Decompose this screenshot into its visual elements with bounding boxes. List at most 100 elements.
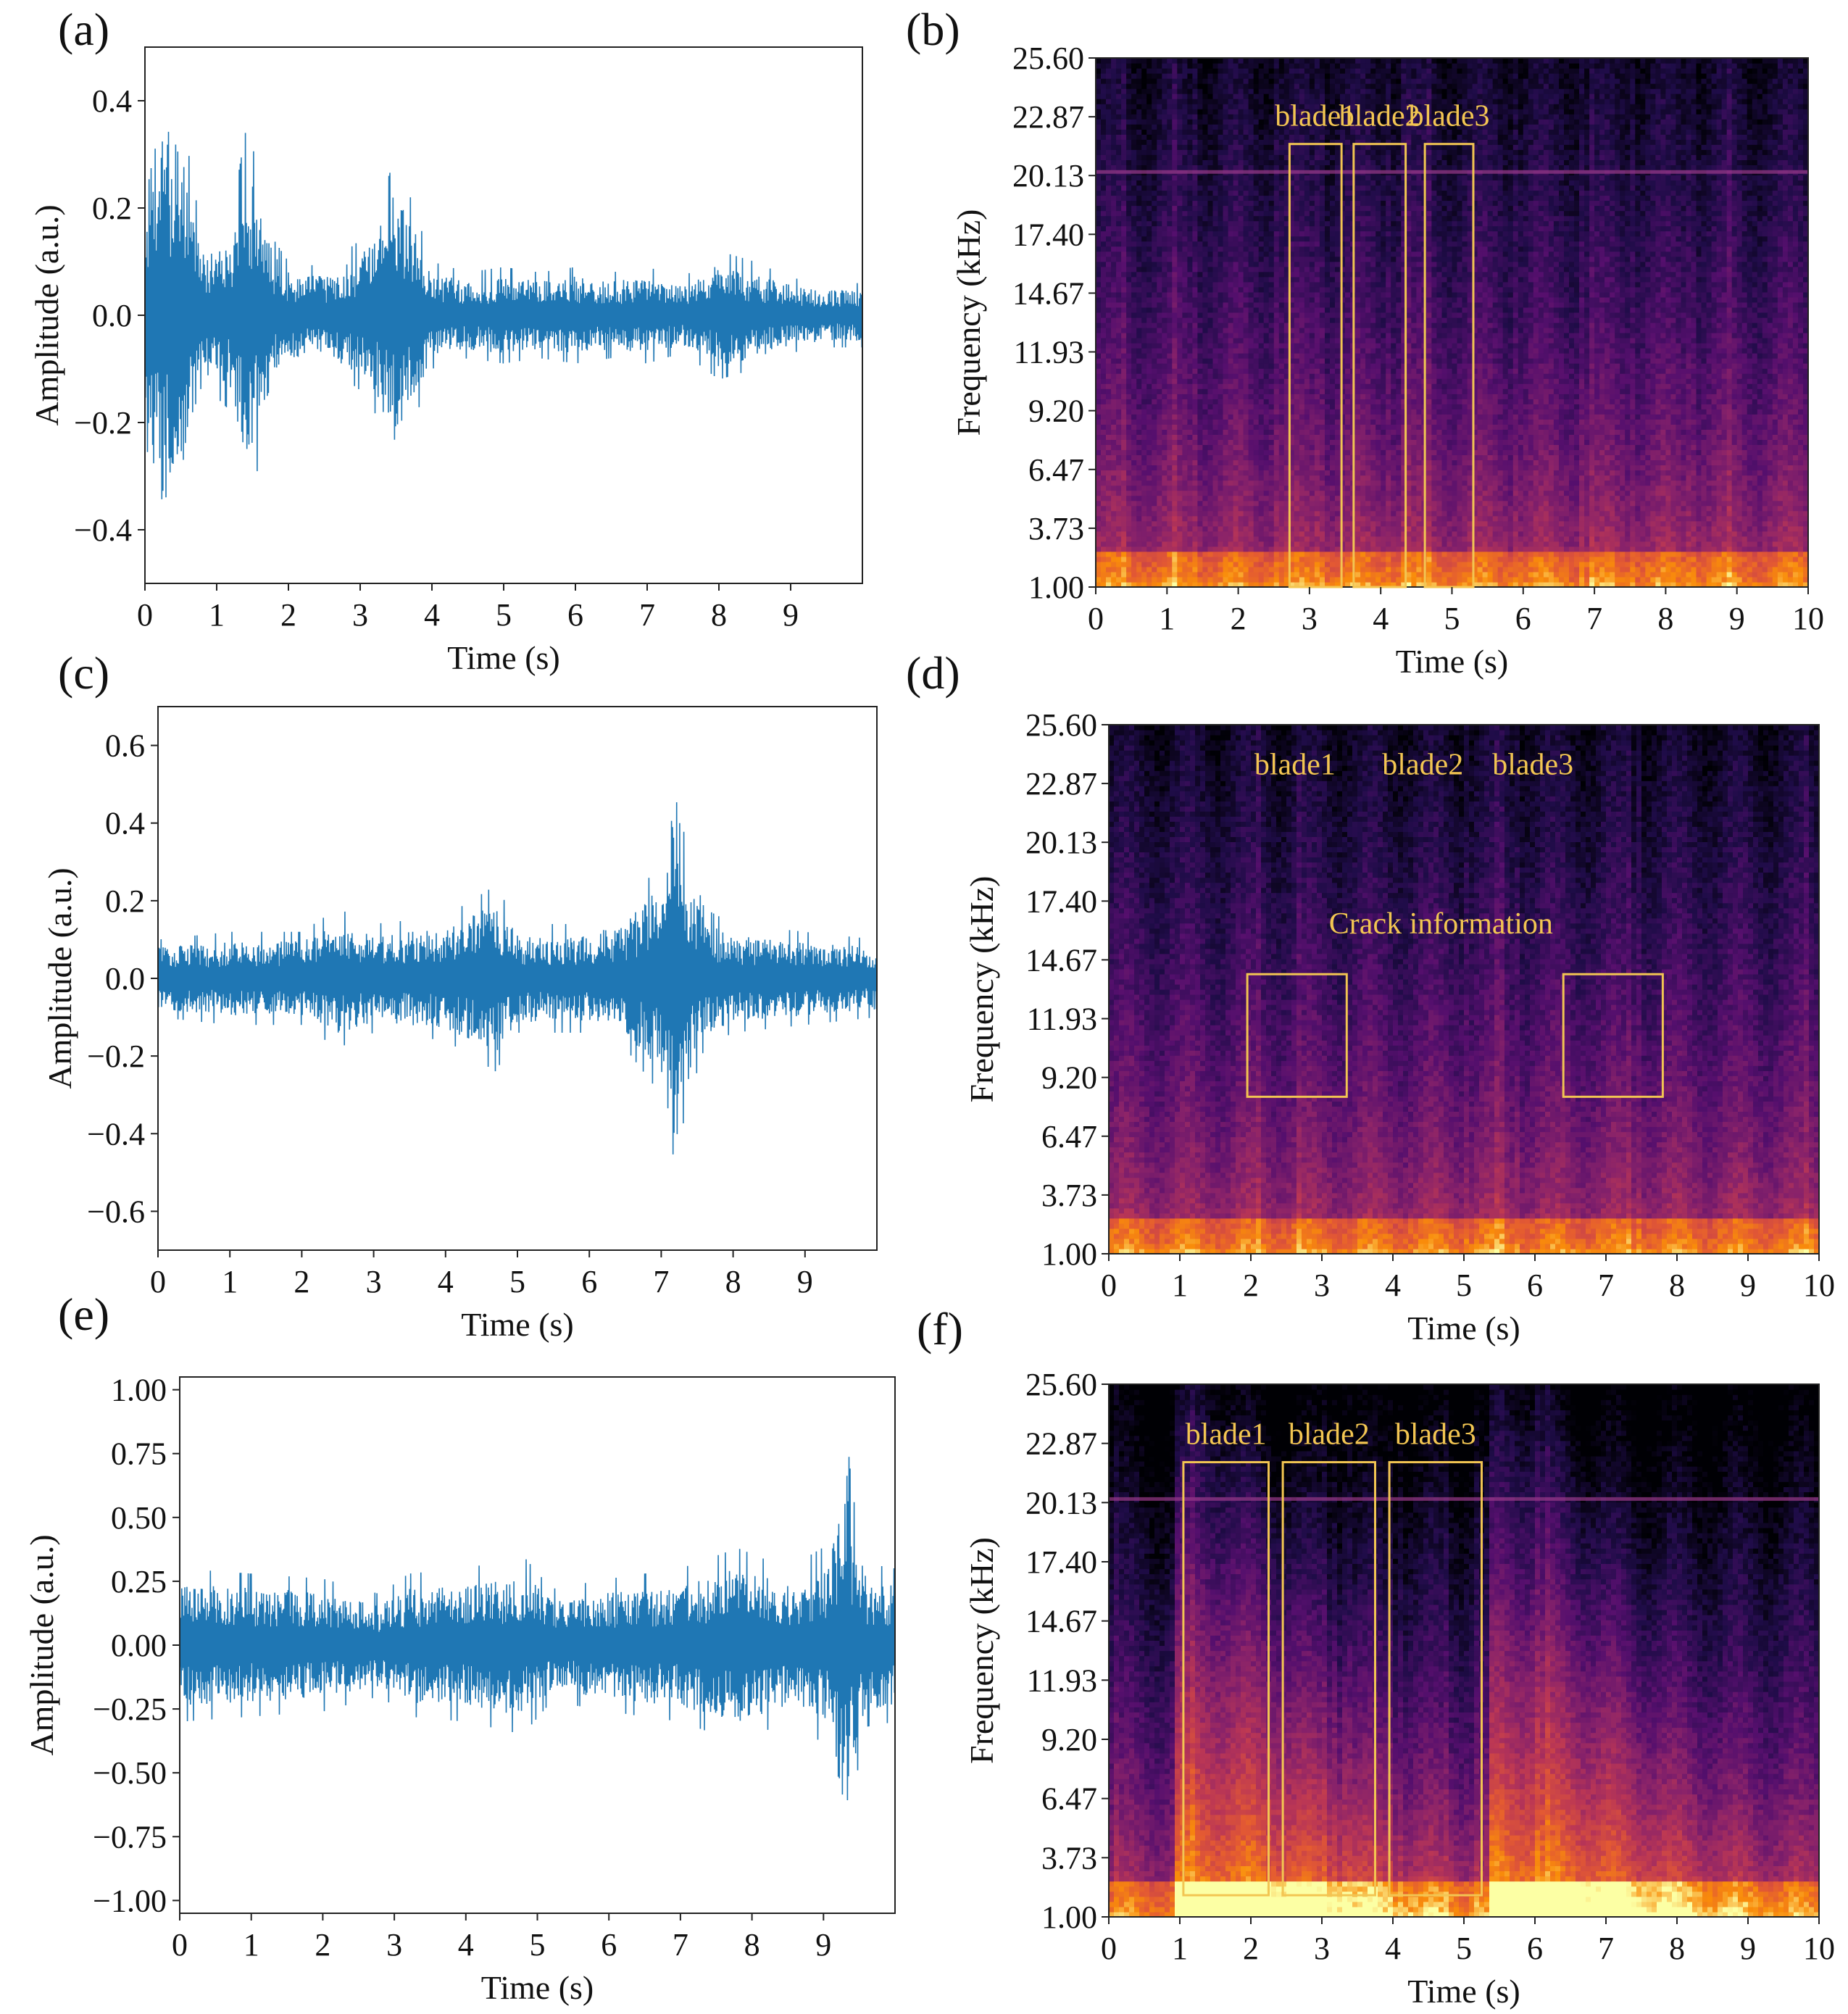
heatmap-cell bbox=[1335, 434, 1341, 440]
heatmap-cell bbox=[1218, 88, 1224, 94]
heatmap-cell bbox=[1223, 475, 1229, 481]
heatmap-cell bbox=[1309, 220, 1315, 227]
heatmap-cell bbox=[1309, 154, 1315, 160]
heatmap-cell bbox=[1294, 200, 1300, 207]
heatmap-cell bbox=[1182, 520, 1188, 527]
heatmap-cell bbox=[1335, 515, 1341, 522]
heatmap-cell bbox=[1192, 236, 1198, 242]
heatmap-cell bbox=[1116, 149, 1122, 155]
heatmap-cell bbox=[1136, 139, 1142, 145]
heatmap-cell bbox=[1304, 261, 1310, 267]
heatmap-cell bbox=[1212, 149, 1219, 155]
heatmap-cell bbox=[1152, 58, 1157, 64]
heatmap-cell bbox=[1157, 480, 1162, 486]
heatmap-cell bbox=[1309, 388, 1315, 394]
heatmap-cell bbox=[1182, 215, 1188, 222]
heatmap-cell bbox=[1192, 99, 1198, 104]
heatmap-cell bbox=[1273, 99, 1280, 104]
heatmap-cell bbox=[1309, 358, 1315, 364]
heatmap-cell bbox=[1121, 378, 1127, 384]
heatmap-cell bbox=[1304, 220, 1310, 227]
heatmap-cell bbox=[1325, 73, 1331, 79]
heatmap-cell bbox=[1152, 129, 1157, 135]
heatmap-cell bbox=[1283, 175, 1290, 180]
heatmap-cell bbox=[1325, 571, 1331, 578]
heatmap-cell bbox=[1096, 439, 1102, 445]
heatmap-cell bbox=[1146, 286, 1152, 293]
heatmap-cell bbox=[1278, 551, 1285, 557]
heatmap-cell bbox=[1330, 378, 1336, 384]
heatmap-cell bbox=[1207, 149, 1214, 155]
heatmap-cell bbox=[1182, 546, 1188, 552]
heatmap-cell bbox=[1223, 439, 1229, 445]
heatmap-cell bbox=[1228, 246, 1234, 252]
heatmap-cell bbox=[1218, 139, 1224, 145]
heatmap-cell bbox=[1319, 205, 1325, 212]
heatmap-cell bbox=[1152, 333, 1157, 338]
heatmap-cell bbox=[1263, 348, 1270, 354]
heatmap-cell bbox=[1126, 530, 1132, 537]
heatmap-cell bbox=[1263, 225, 1270, 232]
heatmap-cell bbox=[1212, 236, 1219, 242]
heatmap-cell bbox=[1136, 154, 1142, 160]
heatmap-cell bbox=[1248, 99, 1254, 104]
heatmap-cell bbox=[1202, 317, 1208, 323]
heatmap-cell bbox=[1157, 388, 1162, 394]
heatmap-cell bbox=[1268, 88, 1275, 94]
heatmap-cell bbox=[1258, 459, 1265, 466]
heatmap-cell bbox=[1197, 190, 1203, 196]
heatmap-cell bbox=[1309, 424, 1315, 430]
heatmap-cell bbox=[1314, 246, 1320, 252]
heatmap-cell bbox=[1177, 215, 1183, 222]
heatmap-cell bbox=[1207, 99, 1214, 104]
heatmap-cell bbox=[1309, 373, 1315, 379]
heatmap-cell bbox=[1096, 510, 1102, 517]
heatmap-cell bbox=[1207, 525, 1214, 532]
heatmap-cell bbox=[1299, 566, 1305, 573]
heatmap-cell bbox=[1233, 541, 1239, 547]
heatmap-cell bbox=[1157, 256, 1162, 262]
heatmap-cell bbox=[1101, 363, 1107, 369]
heatmap-cell bbox=[1131, 317, 1137, 323]
heatmap-cell bbox=[1167, 256, 1173, 262]
heatmap-cell bbox=[1172, 373, 1178, 379]
heatmap-cell bbox=[1121, 525, 1127, 532]
heatmap-cell bbox=[1335, 530, 1341, 537]
heatmap-cell bbox=[1314, 500, 1320, 507]
heatmap-cell bbox=[1248, 566, 1254, 573]
heatmap-cell bbox=[1319, 500, 1325, 507]
heatmap-cell bbox=[1197, 353, 1203, 359]
heatmap-cell bbox=[1325, 68, 1331, 74]
heatmap-cell bbox=[1304, 485, 1310, 491]
heatmap-cell bbox=[1253, 271, 1260, 278]
heatmap-cell bbox=[1218, 546, 1224, 552]
heatmap-cell bbox=[1212, 368, 1219, 374]
heatmap-cell bbox=[1289, 541, 1295, 547]
heatmap-cell bbox=[1294, 180, 1300, 186]
heatmap-cell bbox=[1096, 480, 1102, 486]
heatmap-cell bbox=[1141, 582, 1147, 588]
heatmap-cell bbox=[1131, 525, 1137, 532]
heatmap-cell bbox=[1141, 510, 1147, 517]
heatmap-cell bbox=[1273, 495, 1280, 502]
heatmap-cell bbox=[1111, 338, 1117, 344]
heatmap-cell bbox=[1253, 449, 1260, 456]
heatmap-cell bbox=[1172, 312, 1178, 318]
heatmap-cell bbox=[1182, 144, 1188, 150]
heatmap-cell bbox=[1121, 363, 1127, 369]
heatmap-cell bbox=[1319, 323, 1325, 328]
heatmap-cell bbox=[1278, 338, 1285, 344]
heatmap-cell bbox=[1182, 63, 1188, 69]
heatmap-cell bbox=[1238, 368, 1244, 374]
heatmap-cell bbox=[1314, 180, 1320, 186]
heatmap-cell bbox=[1223, 210, 1229, 217]
heatmap-cell bbox=[1187, 149, 1193, 155]
heatmap-cell bbox=[1233, 383, 1239, 389]
heatmap-cell bbox=[1131, 465, 1137, 471]
heatmap-cell bbox=[1294, 124, 1300, 130]
heatmap-cell bbox=[1212, 409, 1219, 415]
heatmap-cell bbox=[1202, 338, 1208, 344]
heatmap-cell bbox=[1106, 99, 1112, 104]
heatmap-cell bbox=[1202, 363, 1208, 369]
heatmap-cell bbox=[1243, 215, 1249, 222]
